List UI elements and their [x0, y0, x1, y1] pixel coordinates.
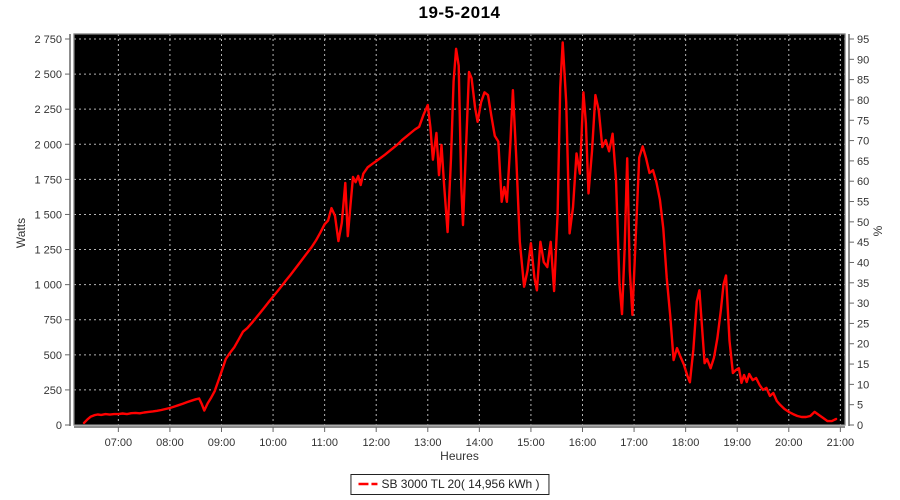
- y-right-tick-label: 25: [857, 318, 869, 330]
- x-tick-label: 11:00: [311, 437, 338, 449]
- y-right-tick-label: 70: [857, 136, 869, 148]
- y-left-tick-label: 2 750: [34, 34, 62, 46]
- x-tick-label: 09:00: [208, 437, 236, 449]
- chart-title: 19-5-2014: [418, 3, 501, 22]
- y-left-tick-label: 750: [44, 315, 62, 327]
- x-tick-label: 08:00: [156, 437, 184, 449]
- legend-series-label: SB 3000 TL 20( 14,956 kWh ): [381, 477, 540, 491]
- y-left-tick-label: 0: [56, 420, 62, 432]
- y-right-tick-label: 80: [857, 95, 869, 107]
- plot-border: [73, 33, 846, 426]
- x-tick-label: 21:00: [827, 437, 855, 449]
- y-right-tick-label: 30: [857, 298, 869, 310]
- x-tick-label: 19:00: [723, 437, 751, 449]
- y-left-tick-label: 250: [44, 385, 62, 397]
- y-right-tick-label: 90: [857, 54, 869, 66]
- legend-line-marker-icon: [358, 480, 378, 488]
- y-left-tick-label: 1 750: [34, 174, 62, 186]
- y-right-tick-label: 40: [857, 257, 869, 269]
- legend: SB 3000 TL 20( 14,956 kWh ): [350, 474, 550, 495]
- y-left-tick-label: 1 250: [34, 245, 62, 257]
- x-axis-label-heures: Heures: [440, 449, 479, 463]
- x-tick-label: 17:00: [620, 437, 648, 449]
- x-tick-label: 12:00: [362, 437, 390, 449]
- series-line: [82, 41, 838, 425]
- y-right-tick-label: 50: [857, 217, 869, 229]
- x-tick-label: 10:00: [259, 437, 287, 449]
- x-tick-label: 16:00: [569, 437, 597, 449]
- y-right-tick-label: 95: [857, 34, 869, 46]
- y-right-tick-label: 60: [857, 176, 869, 188]
- y-right-tick-label: 35: [857, 278, 869, 290]
- y-left-tick-label: 2 500: [34, 69, 62, 81]
- y-axis-label-watts: Watts: [14, 217, 28, 249]
- x-tick-label: 20:00: [775, 437, 803, 449]
- y-right-tick-label: 15: [857, 359, 869, 371]
- y-left-tick-label: 500: [44, 350, 62, 362]
- y-axis-label-percent: %: [871, 225, 885, 237]
- y-right-tick-label: 45: [857, 237, 869, 249]
- y-right-tick-label: 55: [857, 197, 869, 209]
- y-left-tick-label: 2 250: [34, 104, 62, 116]
- x-tick-label: 13:00: [414, 437, 442, 449]
- y-left-tick-label: 1 000: [34, 280, 62, 292]
- x-tick-label: 15:00: [517, 437, 545, 449]
- x-tick-label: 14:00: [466, 437, 494, 449]
- y-right-tick-label: 10: [857, 379, 869, 391]
- y-right-tick-label: 5: [857, 400, 863, 412]
- x-tick-label: 07:00: [105, 437, 133, 449]
- y-right-tick-label: 65: [857, 156, 869, 168]
- x-tick-label: 18:00: [672, 437, 700, 449]
- y-left-tick-label: 2 000: [34, 139, 62, 151]
- y-right-tick-label: 0: [857, 420, 863, 432]
- y-right-tick-label: 85: [857, 75, 869, 87]
- y-right-tick-label: 75: [857, 115, 869, 127]
- y-left-tick-label: 1 500: [34, 209, 62, 221]
- y-right-tick-label: 20: [857, 339, 869, 351]
